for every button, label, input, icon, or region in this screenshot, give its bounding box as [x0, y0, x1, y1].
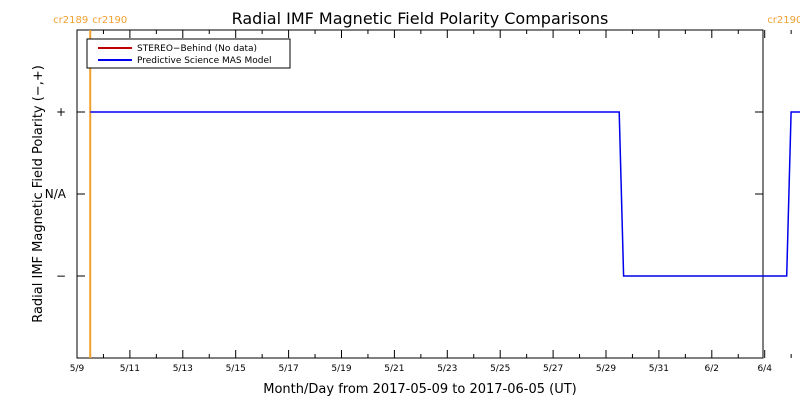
carrington-label-right: cr2190: [92, 15, 127, 26]
y-tick-label: +: [56, 105, 66, 119]
series-lines: [90, 111, 800, 277]
x-tick-label: 5/25: [490, 364, 510, 374]
x-tick-label: 5/17: [278, 364, 298, 374]
x-tick-label: 5/21: [384, 364, 404, 374]
x-tick-label: 5/9: [70, 364, 85, 374]
series-line-mas-model: [90, 111, 800, 277]
carrington-markers: cr2189cr2190cr2190cr2191: [53, 15, 800, 358]
x-tick-label: 5/13: [173, 364, 193, 374]
y-axis-ticks: + N/A −: [45, 105, 763, 283]
x-tick-label: 5/19: [331, 364, 351, 374]
legend-box: [86, 38, 291, 69]
x-tick-label: 5/11: [120, 364, 140, 374]
x-tick-label: 5/27: [543, 364, 563, 374]
legend-label-mas: Predictive Science MAS Model: [137, 56, 272, 66]
carrington-label-left: cr2190: [767, 15, 800, 26]
x-tick-label: 5/31: [649, 364, 669, 374]
y-axis-label: Radial IMF Magnetic Field Polarity (−,+): [31, 65, 46, 323]
x-axis-ticks: 5/9 5/11 5/13 5/15 5/17 5/19 5/21 5/23 5/25 5/27 5…: [70, 30, 792, 374]
x-tick-label: 5/23: [437, 364, 457, 374]
y-tick-label: −: [56, 269, 66, 283]
x-tick-label: 5/29: [596, 364, 616, 374]
y-tick-label: N/A: [45, 187, 67, 201]
plot-frame: [76, 29, 764, 359]
legend: STEREO−Behind (No data) Predictive Scien…: [86, 38, 291, 69]
carrington-label-left: cr2189: [53, 15, 88, 26]
legend-label-stereo: STEREO−Behind (No data): [137, 44, 257, 54]
x-tick-label: 6/2: [705, 364, 719, 374]
x-tick-label: 6/4: [757, 364, 772, 374]
x-axis-label: Month/Day from 2017-05-09 to 2017-06-05 …: [263, 382, 576, 397]
x-tick-label: 5/15: [226, 364, 246, 374]
chart-title: Radial IMF Magnetic Field Polarity Compa…: [232, 9, 609, 28]
